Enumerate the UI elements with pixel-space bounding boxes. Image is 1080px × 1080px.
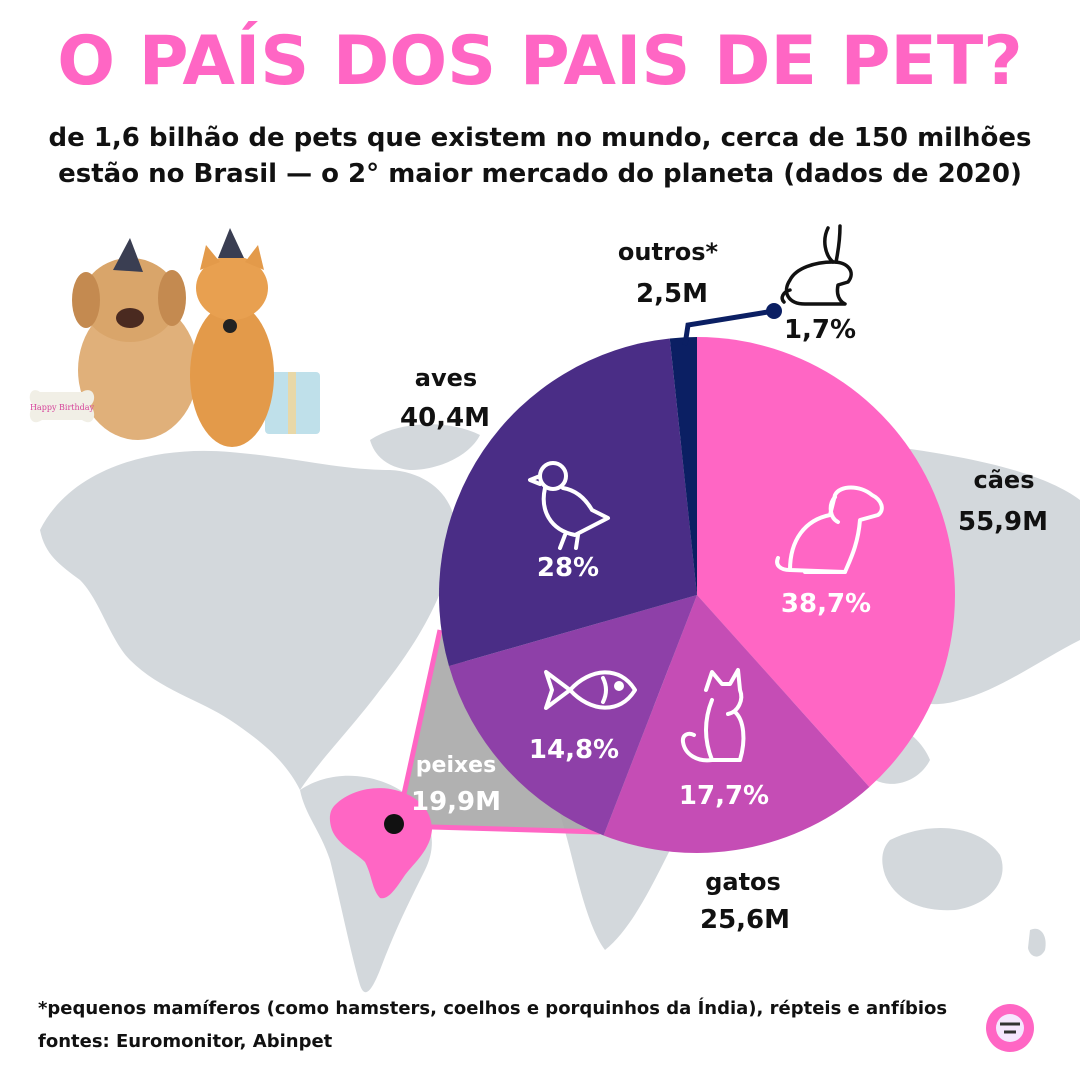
- percent-peixes: 14,8%: [529, 735, 619, 765]
- footnote-note: *pequenos mamíferos (como hamsters, coel…: [38, 998, 948, 1019]
- amount-caes: 55,9M: [958, 507, 1048, 537]
- amount-gatos: 25,6M: [700, 905, 790, 935]
- brand-badge: [986, 1004, 1034, 1052]
- birthday-bone-text: Happy Birthday: [30, 403, 95, 412]
- page-title: O PAÍS DOS PAIS DE PET?: [57, 22, 1023, 101]
- amount-outros: 2,5M: [636, 279, 708, 309]
- pie-chart: [438, 337, 955, 853]
- pie-slice-caes: [697, 337, 955, 787]
- birthday-bone: [29, 390, 95, 423]
- pie-slice-aves: [438, 338, 697, 666]
- label-aves: aves: [415, 364, 477, 392]
- cat-party-hat: [218, 228, 244, 258]
- brazil-marker: [384, 814, 404, 834]
- pets-photo: Happy Birthday: [29, 228, 320, 447]
- pie-slice-peixes: [448, 595, 697, 836]
- percent-caes: 38,7%: [781, 589, 871, 619]
- rabbit-icon: [780, 224, 853, 306]
- brazil-shape: [329, 788, 432, 899]
- pie-slice-outros: [669, 337, 697, 595]
- subtitle-line-1: de 1,6 bilhão de pets que existem no mun…: [48, 123, 1032, 153]
- footnote: *pequenos mamíferos (como hamsters, coel…: [38, 992, 947, 1058]
- dog-party-hat: [113, 238, 143, 272]
- brand-logo-icon: [996, 1014, 1024, 1042]
- bird-icon: [528, 461, 610, 550]
- page-subtitle: de 1,6 bilhão de pets que existem no mun…: [40, 120, 1040, 192]
- dog-head: [82, 258, 178, 342]
- footnote-sources: fontes: Euromonitor, Abinpet: [38, 1031, 333, 1052]
- subtitle-line-2: estão no Brasil — o 2° maior mercado do …: [58, 159, 1022, 189]
- map-australia: [882, 828, 1003, 911]
- label-gatos: gatos: [705, 868, 781, 896]
- dog-icon: [775, 485, 884, 574]
- percent-aves: 28%: [537, 553, 599, 583]
- map-new-zealand: [1028, 928, 1046, 957]
- cat-body: [190, 303, 274, 447]
- map-greenland: [370, 424, 480, 470]
- amount-peixes: 19,9M: [411, 787, 501, 817]
- map-north-america: [40, 450, 456, 790]
- label-outros: outros*: [618, 238, 719, 266]
- cat-head: [196, 256, 268, 320]
- fish-icon: [544, 670, 637, 710]
- amount-aves: 40,4M: [400, 403, 490, 433]
- percent-outros: 1,7%: [784, 315, 856, 345]
- label-peixes: peixes: [416, 753, 496, 778]
- outros-leader-dot: [766, 303, 782, 319]
- outros-leader-line: [682, 308, 775, 346]
- cat-icon: [680, 668, 746, 763]
- percent-gatos: 17,7%: [679, 781, 769, 811]
- label-caes: cães: [974, 466, 1035, 494]
- pie-slice-gatos: [603, 595, 870, 853]
